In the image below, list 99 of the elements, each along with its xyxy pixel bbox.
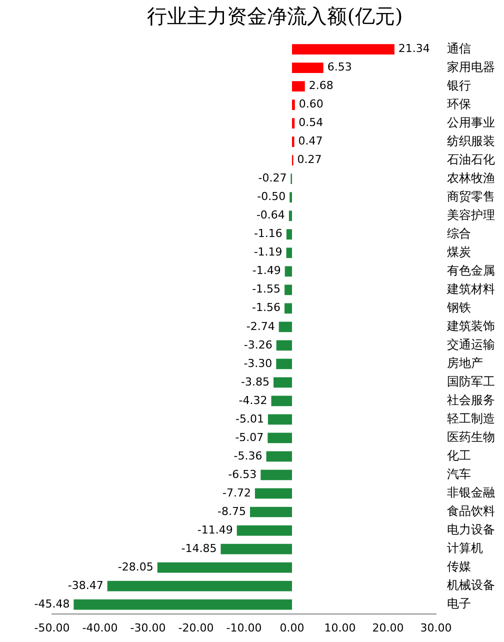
y-tick-label: 煤炭 — [447, 244, 471, 259]
bar — [236, 525, 292, 536]
y-tick-label: 医药生物 — [447, 430, 495, 444]
bar — [274, 377, 292, 388]
data-label: -0.27 — [258, 172, 287, 185]
y-tick-label: 通信 — [447, 41, 471, 56]
data-label: -5.01 — [235, 412, 264, 426]
data-label: -1.49 — [252, 264, 281, 278]
data-label: 0.47 — [298, 134, 323, 148]
bar — [292, 118, 295, 128]
bar — [250, 506, 292, 518]
x-tick-label: 30.00 — [420, 621, 452, 634]
y-tick-label: 计算机 — [447, 541, 483, 556]
data-label: 0.60 — [298, 98, 324, 111]
x-tick-label: 20.00 — [372, 621, 404, 634]
data-label: -7.72 — [222, 486, 251, 500]
data-label: 0.54 — [298, 116, 324, 130]
y-tick-label: 环保 — [447, 96, 471, 111]
y-tick-label: 非银金融 — [447, 486, 495, 500]
y-tick-label: 纺织服装 — [447, 134, 495, 148]
bar — [284, 284, 292, 296]
bar — [268, 414, 292, 425]
bar — [286, 248, 292, 258]
y-tick-label: 电子 — [447, 596, 471, 611]
data-label: -2.74 — [246, 320, 275, 333]
y-tick-label: 机械设备 — [447, 578, 495, 592]
data-label: 2.68 — [308, 79, 334, 92]
x-tick-label: -40.00 — [82, 621, 118, 634]
y-tick-label: 钢铁 — [446, 300, 471, 315]
data-label: -1.19 — [254, 246, 282, 259]
bar — [254, 488, 292, 499]
y-tick-label: 建筑装饰 — [446, 319, 495, 334]
data-label: -38.47 — [68, 578, 104, 592]
y-tick-label: 电力设备 — [447, 522, 495, 537]
data-label: -8.75 — [218, 504, 246, 518]
data-label: 6.53 — [327, 60, 352, 74]
x-tick-label: 10.00 — [324, 621, 356, 634]
bar — [107, 580, 292, 592]
bar — [276, 340, 292, 351]
y-tick-label: 交通运输 — [447, 338, 495, 352]
data-label: -28.05 — [118, 560, 154, 574]
y-tick-label: 汽车 — [447, 467, 471, 482]
data-label: -6.53 — [228, 468, 257, 481]
bar — [271, 396, 292, 406]
chart-title: 行业主力资金净流入额(亿元) — [147, 4, 403, 28]
bar — [157, 562, 292, 573]
y-tick-label: 商贸零售 — [447, 189, 495, 204]
bar — [220, 544, 292, 554]
bar — [292, 81, 305, 92]
data-label: -1.16 — [254, 227, 282, 240]
y-tick-label: 食品饮料 — [447, 504, 495, 518]
y-tick-label: 社会服务 — [447, 393, 495, 408]
data-label: -3.26 — [244, 338, 272, 352]
y-tick-label: 轻工制造 — [447, 412, 495, 426]
y-tick-label: 家用电器 — [447, 60, 495, 74]
bar — [292, 100, 295, 110]
x-tick-label: 0.00 — [280, 621, 304, 634]
x-tick-label: -20.00 — [178, 621, 214, 634]
data-label: -1.55 — [252, 282, 281, 296]
bar — [292, 62, 324, 73]
bar — [288, 210, 292, 222]
y-tick-label: 农林牧渔 — [447, 170, 495, 185]
bar — [286, 229, 292, 240]
y-tick-label: 建筑材料 — [446, 282, 495, 296]
x-tick-label: -50.00 — [34, 621, 70, 634]
y-tick-label: 房地产 — [447, 356, 483, 370]
data-label: -5.07 — [235, 430, 264, 444]
data-label: -3.30 — [244, 356, 272, 370]
bar — [266, 451, 292, 462]
data-label: -0.64 — [256, 208, 285, 222]
x-tick-label: -30.00 — [130, 621, 166, 634]
y-tick-label: 有色金属 — [447, 263, 495, 278]
bar — [284, 303, 292, 314]
data-label: -3.85 — [241, 375, 270, 388]
y-tick-label: 综合 — [447, 226, 471, 240]
bar — [268, 432, 292, 444]
data-label: 0.27 — [297, 153, 322, 166]
y-tick-label: 公用事业 — [447, 115, 495, 130]
y-tick-label: 美容护理 — [447, 208, 495, 222]
bar — [74, 599, 292, 610]
x-tick-label: -10.00 — [226, 621, 262, 634]
y-tick-label: 传媒 — [447, 560, 471, 574]
bar — [284, 266, 292, 277]
y-tick-label: 银行 — [446, 78, 471, 92]
data-label: -4.32 — [238, 394, 268, 407]
data-label: -45.48 — [34, 597, 70, 610]
y-tick-label: 石油石化 — [447, 152, 495, 166]
y-tick-label: 国防军工 — [447, 374, 495, 389]
bar — [278, 322, 292, 332]
bar — [292, 44, 394, 54]
bar — [276, 358, 292, 370]
data-label: -5.36 — [234, 449, 262, 462]
y-tick-label: 化工 — [447, 448, 471, 463]
data-label: -0.50 — [257, 190, 286, 204]
data-label: -14.85 — [181, 542, 217, 555]
data-label: 21.34 — [398, 42, 430, 56]
data-label: -11.49 — [197, 523, 233, 536]
bar — [260, 470, 292, 480]
data-label: -1.56 — [252, 301, 281, 314]
